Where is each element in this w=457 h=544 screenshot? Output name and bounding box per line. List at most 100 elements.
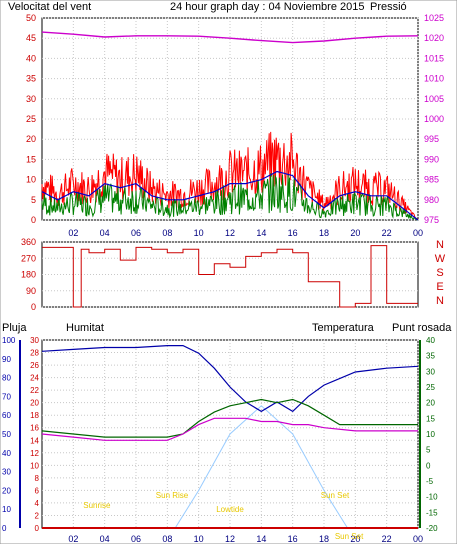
wind-y-tick: 35: [26, 74, 36, 84]
annotation-label: Sun Set: [321, 491, 350, 500]
direction-y-tick: 270: [21, 253, 36, 263]
temperature-y-tick: 0: [426, 461, 431, 470]
x-tick-label: 18: [319, 534, 329, 544]
humidity-y-tick: 100: [2, 336, 16, 345]
x-tick-label: 00: [413, 534, 423, 544]
rain-y-tick: 2: [35, 511, 40, 520]
wind-y-tick: 45: [26, 33, 36, 43]
rain-y-tick: 12: [30, 449, 39, 458]
pressure-y-tick: 1010: [424, 74, 444, 84]
wind-min-series: [41, 173, 419, 221]
rain-y-tick: 8: [35, 474, 40, 483]
temperature-y-tick: -20: [426, 524, 438, 533]
x-tick-label: 08: [162, 228, 172, 238]
chart-title: 24 hour graph day : 04 Noviembre 2015: [170, 1, 364, 13]
temperature-y-tick: 30: [426, 367, 435, 376]
x-tick-label: 20: [350, 228, 360, 238]
temperature-y-tick: 5: [426, 446, 431, 455]
temperature-label: Temperatura: [312, 322, 375, 334]
compass-label: N: [436, 295, 444, 307]
humidity-y-tick: 70: [2, 392, 11, 401]
temperature-y-tick: -5: [426, 477, 434, 486]
x-tick-label: 12: [225, 534, 235, 544]
rain-y-tick: 14: [30, 436, 39, 445]
wind-speed-label: Velocitat del vent: [8, 1, 91, 13]
x-tick-label: 22: [382, 228, 392, 238]
rain-label: Pluja: [2, 322, 27, 334]
x-tick-label: 00: [413, 228, 423, 238]
x-tick-label: 22: [382, 534, 392, 544]
pressure-y-tick: 985: [424, 175, 439, 185]
pressure-y-tick: 1025: [424, 13, 444, 23]
temperature-y-tick: 25: [426, 383, 435, 392]
humidity-y-tick: 0: [2, 524, 7, 533]
x-tick-label: 02: [68, 228, 78, 238]
direction-y-tick: 360: [21, 237, 36, 247]
x-tick-label: 18: [319, 228, 329, 238]
humidity-y-tick: 80: [2, 374, 11, 383]
x-tick-label: 14: [256, 228, 266, 238]
humidity-label: Humitat: [66, 322, 104, 334]
wind-y-tick: 20: [26, 134, 36, 144]
wind-y-tick: 15: [26, 154, 36, 164]
rain-y-tick: 26: [30, 361, 39, 370]
annotation-label: Sun Set: [335, 532, 364, 541]
pressure-label: Pressió: [370, 1, 407, 13]
humidity-y-tick: 90: [2, 355, 11, 364]
solar-series: [174, 405, 348, 529]
rain-y-tick: 18: [30, 411, 39, 420]
wind-avg-series: [41, 170, 419, 221]
pressure-y-tick: 1000: [424, 114, 444, 124]
humidity-y-tick: 30: [2, 468, 11, 477]
rain-y-tick: 4: [35, 499, 40, 508]
annotation-label: Lowtide: [216, 505, 244, 514]
temperature-y-tick: 40: [426, 336, 435, 345]
rain-y-tick: 6: [35, 486, 40, 495]
x-tick-label: 16: [288, 228, 298, 238]
direction-y-tick: 180: [21, 270, 36, 280]
dewpoint-series: [41, 417, 418, 441]
rain-y-tick: 0: [35, 524, 40, 533]
x-tick-label: 10: [194, 228, 204, 238]
humidity-y-tick: 40: [2, 449, 11, 458]
wind-y-tick: 30: [26, 94, 36, 104]
x-tick-label: 06: [131, 228, 141, 238]
pressure-y-tick: 1005: [424, 94, 444, 104]
temperature-series: [41, 398, 418, 438]
x-tick-label: 16: [288, 534, 298, 544]
humidity-y-tick: 20: [2, 486, 11, 495]
dewpoint-label: Punt rosada: [392, 322, 452, 334]
pressure-y-tick: 975: [424, 215, 439, 225]
compass-label: N: [436, 239, 444, 251]
rain-y-tick: 16: [30, 424, 39, 433]
wind-y-tick: 50: [26, 13, 36, 23]
wind-y-tick: 5: [31, 195, 36, 205]
pressure-y-tick: 1015: [424, 53, 444, 63]
humidity-y-tick: 60: [2, 411, 11, 420]
rain-y-tick: 30: [30, 336, 39, 345]
wind-y-tick: 25: [26, 114, 36, 124]
annotation-label: Sunrise: [83, 501, 111, 510]
compass-label: E: [436, 281, 443, 293]
compass-label: W: [435, 253, 446, 265]
wind-y-tick: 0: [31, 215, 36, 225]
annotation-label: Sun Rise: [156, 491, 189, 500]
wind-direction-series: [42, 245, 418, 308]
pressure-y-tick: 995: [424, 134, 439, 144]
wind-y-tick: 10: [26, 175, 36, 185]
rain-y-tick: 28: [30, 349, 39, 358]
humidity-y-tick: 50: [2, 430, 11, 439]
temperature-y-tick: 10: [426, 430, 435, 439]
direction-y-tick: 90: [26, 286, 36, 296]
x-tick-label: 12: [225, 228, 235, 238]
wind-y-tick: 40: [26, 53, 36, 63]
humidity-y-tick: 10: [2, 505, 11, 514]
x-tick-label: 08: [162, 534, 172, 544]
compass-label: S: [436, 267, 443, 279]
rain-y-tick: 20: [30, 399, 39, 408]
temperature-y-tick: -10: [426, 493, 438, 502]
x-tick-label: 04: [100, 228, 110, 238]
